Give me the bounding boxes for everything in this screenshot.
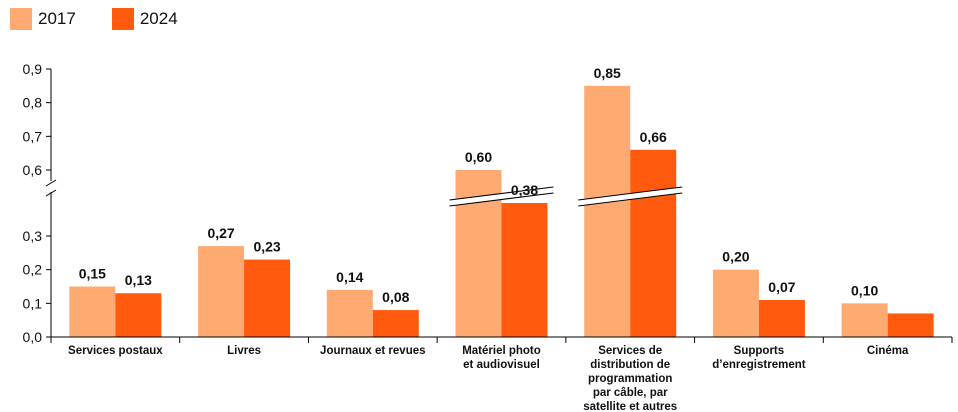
bar-2024-6: [887, 313, 934, 337]
data-label-2024-3: 0,38: [511, 182, 538, 198]
data-label-2024-0: 0,13: [125, 272, 152, 288]
legend-swatch-2024: [111, 8, 134, 30]
legend-swatch-2017: [10, 8, 32, 30]
data-label-2017-0: 0,15: [79, 266, 106, 282]
category-label-1: Livres: [227, 345, 261, 357]
bar-2024-4: [630, 149, 677, 337]
axis-break-line-lower-4: [578, 192, 683, 207]
bar-2024-3: [501, 203, 548, 337]
data-label-2024-4: 0,66: [640, 129, 667, 145]
category-label-0: Services postaux: [68, 345, 163, 357]
bar-2024-0: [115, 293, 162, 337]
bar-2017-5: [712, 269, 759, 337]
data-label-2024-1: 0,23: [253, 239, 280, 255]
legend-label-2024: 2024: [139, 9, 178, 28]
y-tick-label: 0,1: [23, 295, 43, 311]
bar-2024-2: [372, 310, 419, 337]
axis-break-line-upper-3: [449, 186, 554, 201]
category-label-5: Supports d’enregistrement: [712, 345, 805, 371]
axis-break-line-upper-4: [578, 186, 683, 201]
data-label-2017-3: 0,60: [465, 149, 492, 165]
data-label-2017-1: 0,27: [207, 225, 234, 241]
y-tick-label: 0,2: [23, 262, 43, 278]
axis-break-band-3: [449, 187, 554, 206]
legend: 2017 2024: [10, 8, 214, 30]
data-label-2017-4: 0,85: [594, 65, 621, 81]
y-tick-label: 0,3: [23, 228, 43, 244]
y-tick-label: 0,6: [23, 162, 43, 178]
category-label-6: Cinéma: [867, 345, 909, 357]
y-tick-label: 0,7: [23, 128, 43, 144]
bar-2017-2: [326, 289, 373, 337]
bar-2024-1: [244, 259, 291, 337]
bar-2017-4: [584, 85, 631, 337]
bar-2017-6: [841, 303, 888, 337]
data-label-2017-2: 0,14: [336, 269, 363, 285]
bar-2017-0: [69, 286, 116, 337]
category-label-3: Matériel photo et audiovisuel: [462, 345, 541, 371]
category-label-4: Services de distribution de programmation p…: [583, 345, 677, 412]
y-axis-break-mark-1: [45, 189, 57, 197]
y-tick-label: 0,9: [23, 61, 43, 77]
legend-item-2017: 2017: [10, 8, 76, 30]
bar-2017-1: [198, 246, 245, 337]
bar-2024-5: [758, 299, 805, 337]
data-label-2017-6: 0,10: [851, 282, 878, 298]
category-label-2: Journaux et revues: [320, 345, 425, 357]
legend-label-2017: 2017: [38, 9, 76, 28]
legend-item-2024: 2024: [111, 8, 178, 30]
y-tick-label: 0,0: [23, 329, 43, 345]
data-label-2024-2: 0,08: [382, 289, 409, 305]
axis-break-line-lower-3: [449, 192, 554, 207]
data-label-2024-5: 0,07: [768, 279, 795, 295]
axis-break-band-4: [578, 187, 683, 206]
y-tick-label: 0,8: [23, 95, 43, 111]
data-label-2017-5: 0,20: [722, 249, 749, 265]
y-axis-break-mark-2: [45, 179, 57, 187]
